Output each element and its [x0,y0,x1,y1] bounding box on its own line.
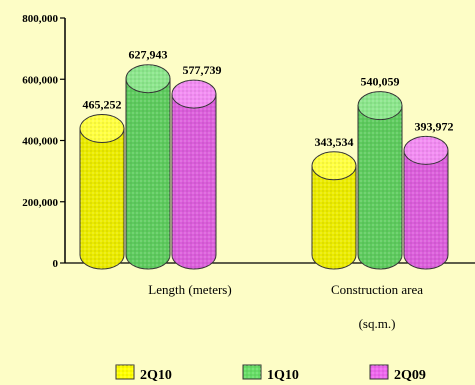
data-label: 540,059 [361,75,400,89]
data-label: 627,943 [129,48,168,62]
bars [79,64,449,270]
data-label: 393,972 [415,119,454,133]
bar-1q10-construction-area [357,91,403,270]
category-label: (sq.m.) [359,316,396,331]
data-labels: 465,252 627,943 577,739 343,534 540,059 393,9… [83,48,454,149]
bar-2q09-length [171,79,217,270]
bar-2q10-length [79,114,125,270]
y-tick-label: 400,000 [22,136,58,148]
y-tick-label: 200,000 [22,197,58,209]
bar-2q09-construction-area [403,135,449,270]
y-tick-label: 600,000 [22,74,58,86]
legend: 2Q10 1Q10 2Q09 [115,364,426,383]
legend-label: 2Q09 [394,368,426,383]
category-labels: Length (meters) Construction area (sq.m.) [148,282,423,331]
bar-2q10-construction-area [311,151,357,270]
legend-label: 2Q10 [140,368,172,383]
y-tick-label: 0 [53,258,59,270]
data-label: 465,252 [83,98,122,112]
bar-1q10-length [125,64,171,270]
category-label: Construction area [331,282,423,297]
category-label: Length (meters) [148,282,231,297]
data-label: 577,739 [183,63,222,77]
y-tick-label: 800,000 [22,13,58,25]
legend-item-2q09: 2Q09 [369,364,426,383]
data-label: 343,534 [315,135,354,149]
legend-label: 1Q10 [267,368,299,383]
legend-item-2q10: 2Q10 [115,364,172,383]
legend-item-1q10: 1Q10 [242,364,299,383]
